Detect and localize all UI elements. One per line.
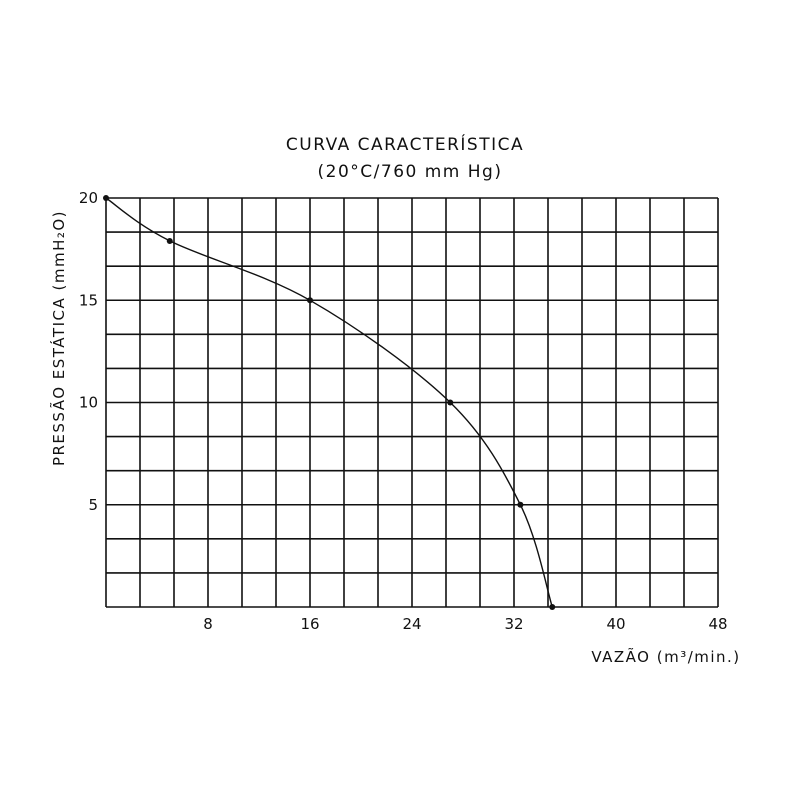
x-axis-label: VAZÃO (m³/min.): [591, 647, 740, 666]
data-point: [166, 237, 173, 244]
x-tick-label: 32: [504, 615, 523, 633]
x-tick-label: 48: [708, 615, 727, 633]
grid: [105, 197, 719, 608]
data-point: [103, 195, 109, 201]
y-tick-label: 10: [79, 394, 98, 412]
x-tick-label: 40: [606, 615, 625, 633]
y-tick-labels: 5 10 15 20: [79, 189, 98, 514]
data-point: [517, 501, 524, 508]
data-points: [103, 195, 556, 610]
data-point: [307, 297, 313, 304]
y-tick-label: 5: [88, 496, 98, 514]
data-point: [549, 604, 556, 610]
chart-title: CURVA CARACTERÍSTICA: [286, 133, 524, 155]
y-axis-label: PRESSÃO ESTÁTICA (mmH₂O): [49, 210, 68, 466]
chart-subtitle: (20°C/760 mm Hg): [318, 162, 503, 182]
x-tick-labels: 8 16 24 32 40 48: [203, 615, 727, 633]
x-tick-label: 24: [402, 615, 421, 633]
data-point: [447, 399, 454, 406]
x-tick-label: 16: [300, 615, 319, 633]
x-tick-label: 8: [203, 615, 213, 633]
y-tick-label: 15: [79, 291, 98, 309]
y-tick-label: 20: [79, 189, 98, 207]
